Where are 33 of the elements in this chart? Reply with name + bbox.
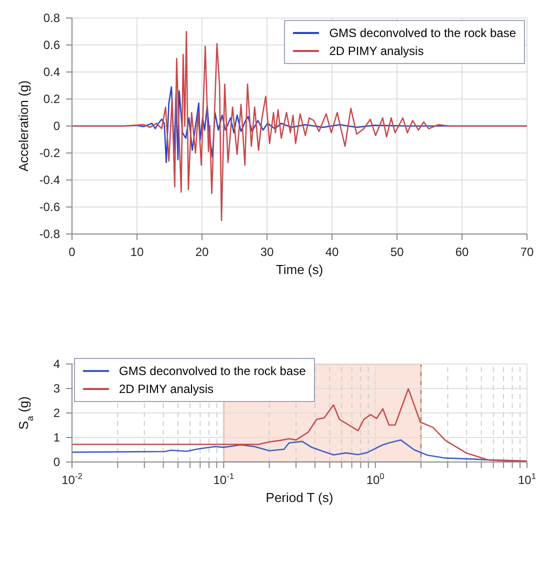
x-tick-label: 60 <box>455 245 469 259</box>
x-tick-label: 20 <box>195 245 209 259</box>
x-tick-label: 70 <box>520 245 534 259</box>
x-tick-label: 40 <box>325 245 339 259</box>
y-tick-label: -0.2 <box>39 146 60 160</box>
x-axis-title: Time (s) <box>276 262 324 277</box>
legend-label: 2D PIMY analysis <box>119 381 214 398</box>
y-axis-title: Acceleration (g) <box>16 80 31 172</box>
x-tick-label: 0 <box>68 245 76 259</box>
legend-label: GMS deconvolved to the rock base <box>329 25 516 42</box>
x-tick-label: 50 <box>390 245 404 259</box>
legend-label: 2D PIMY analysis <box>329 43 424 60</box>
y-tick-label: 0.8 <box>43 11 60 25</box>
y-tick-label: 3 <box>53 382 60 396</box>
x-tick-label: 30 <box>260 245 274 259</box>
x-tick-label: 10$^{0}$ <box>366 471 385 487</box>
x-axis-title: Period T (s) <box>266 490 334 505</box>
y-tick-label: 4 <box>53 357 60 371</box>
y-tick-label: -0.8 <box>39 227 60 241</box>
y-tick-label: 0 <box>53 455 60 469</box>
y-tick-label: -0.4 <box>39 173 60 187</box>
y-tick-label: 0.4 <box>43 65 60 79</box>
y-tick-label: 1 <box>53 430 60 444</box>
x-tick-label: 10$^{1}$ <box>518 471 536 487</box>
y-tick-label: 2 <box>53 406 60 420</box>
y-tick-label: -0.6 <box>39 200 60 214</box>
y-tick-label: 0.2 <box>43 92 60 106</box>
legend-label: GMS deconvolved to the rock base <box>119 363 306 380</box>
x-tick-label: 10$^{-2}$ <box>62 471 83 487</box>
y-tick-label: 0 <box>53 119 60 133</box>
x-tick-label: 10 <box>130 245 144 259</box>
y-tick-label: 0.6 <box>43 38 60 52</box>
x-tick-label: 10$^{-1}$ <box>213 471 234 487</box>
